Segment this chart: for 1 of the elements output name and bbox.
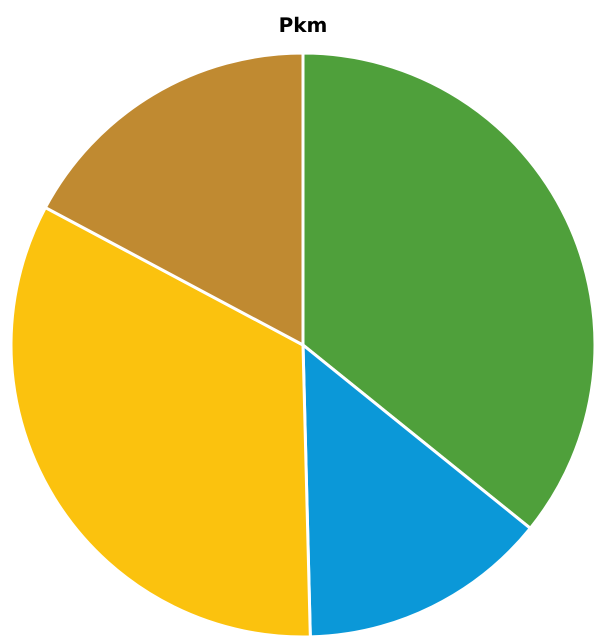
chart-title: Pkm bbox=[278, 13, 328, 37]
